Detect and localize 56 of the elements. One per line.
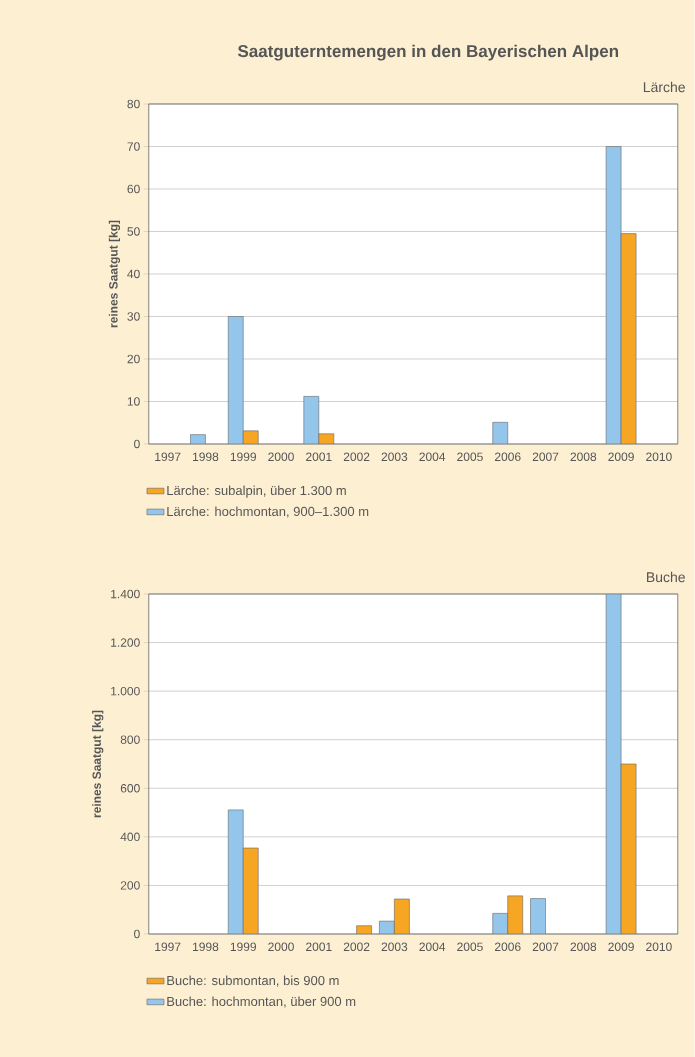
y-tick-label: 200 bbox=[120, 881, 140, 890]
y-tick-label: 1.000 bbox=[111, 686, 140, 696]
x-tick-label: 2005 bbox=[457, 942, 483, 952]
x-tick-label: 1999 bbox=[230, 942, 257, 952]
x-tick-label: 2003 bbox=[381, 942, 408, 952]
x-tick-label: 1998 bbox=[193, 942, 219, 952]
y-tick-label: 1.400 bbox=[111, 589, 140, 599]
y-tick-label: 400 bbox=[120, 832, 140, 842]
x-tick-label: 2008 bbox=[570, 942, 597, 952]
chart-subtitle: Buche bbox=[647, 571, 686, 583]
legend-label: Lärche: hochmontan, 900–1.300 m bbox=[167, 506, 369, 518]
y-tick-label: 600 bbox=[120, 784, 140, 793]
chart-title: Saatguterntemengen in den Bayerischen Alpen bbox=[238, 44, 619, 61]
x-tick-label: 2002 bbox=[343, 942, 370, 952]
y-tick-label: 50 bbox=[127, 227, 140, 236]
x-tick-label: 2001 bbox=[306, 942, 332, 952]
y-tick-label: 30 bbox=[127, 312, 140, 321]
y-tick-label: 20 bbox=[127, 354, 140, 364]
x-tick-label: 2009 bbox=[608, 942, 634, 952]
legend-label: Lärche: subalpin, über 1.300 m bbox=[167, 485, 346, 498]
y-tick-label: 40 bbox=[127, 269, 140, 279]
x-tick-label: 2009 bbox=[608, 452, 634, 462]
y-tick-label: 70 bbox=[127, 142, 140, 151]
chart-subtitle: Lärche bbox=[644, 81, 686, 93]
y-tick-label: 800 bbox=[120, 735, 140, 744]
x-tick-label: 2001 bbox=[306, 452, 332, 462]
x-tick-label: 2000 bbox=[268, 452, 294, 462]
x-tick-label: 2004 bbox=[419, 452, 446, 462]
y-tick-label: 0 bbox=[134, 439, 140, 449]
y-tick-label: 10 bbox=[127, 397, 140, 406]
y-tick-label: 60 bbox=[127, 184, 140, 194]
x-tick-label: 2008 bbox=[570, 452, 597, 462]
x-tick-label: 1998 bbox=[193, 452, 219, 462]
x-tick-label: 2010 bbox=[646, 942, 672, 952]
legend-label: Buche: hochmontan, über 900 m bbox=[167, 996, 356, 1008]
x-tick-label: 1999 bbox=[230, 452, 257, 462]
x-tick-label: 2010 bbox=[646, 452, 672, 462]
x-tick-label: 2004 bbox=[419, 942, 446, 952]
x-tick-label: 2005 bbox=[457, 452, 483, 462]
x-tick-label: 2003 bbox=[381, 452, 408, 462]
y-tick-label: 80 bbox=[127, 99, 140, 109]
x-tick-label: 2006 bbox=[495, 942, 521, 952]
y-tick-label: 1.200 bbox=[111, 638, 140, 647]
x-tick-label: 2000 bbox=[268, 942, 294, 952]
y-axis-title: reines Saatgut [kg] bbox=[92, 710, 104, 818]
legend-label: Buche: submontan, bis 900 m bbox=[167, 975, 339, 987]
x-tick-label: 1997 bbox=[155, 452, 181, 462]
x-tick-label: 1997 bbox=[155, 942, 181, 952]
x-tick-label: 2006 bbox=[495, 452, 521, 462]
x-tick-label: 2007 bbox=[532, 452, 559, 462]
bar bbox=[243, 847, 259, 934]
y-axis-title: reines Saatgut [kg] bbox=[108, 220, 121, 328]
x-tick-label: 2002 bbox=[343, 452, 370, 462]
bar bbox=[228, 809, 244, 934]
x-tick-label: 2007 bbox=[532, 942, 559, 952]
y-tick-label: 0 bbox=[134, 929, 140, 939]
